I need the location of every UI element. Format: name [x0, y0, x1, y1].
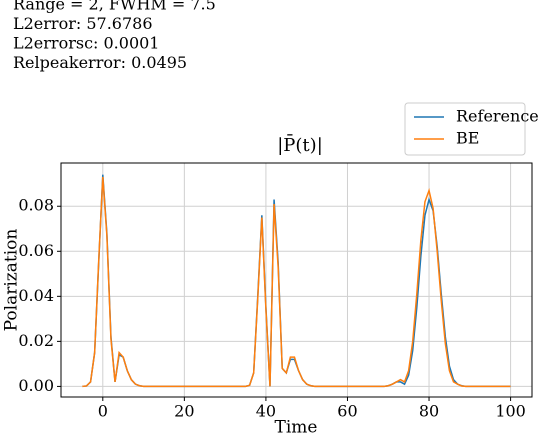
x-tick-label: 0 [98, 402, 108, 421]
x-tick-label: 100 [495, 402, 526, 421]
x-axis-label: Time [275, 418, 318, 438]
x-tick-label: 80 [419, 402, 439, 421]
legend-label: BE [456, 129, 479, 148]
x-tick-label: 20 [174, 402, 194, 421]
y-tick-label: 0.04 [18, 286, 54, 305]
plot-frame [60, 162, 533, 398]
annotation: Range = 2, FWHM = 7.5 [13, 0, 216, 14]
annotation: L2errorsc: 0.0001 [13, 34, 159, 53]
y-tick-label: 0.00 [18, 376, 54, 395]
chart-title: |P̄(t)| [277, 133, 323, 156]
y-tick-label: 0.08 [18, 196, 54, 215]
x-tick-label: 40 [256, 402, 276, 421]
annotation: Relpeakerror: 0.0495 [13, 53, 187, 72]
series-line [82, 176, 511, 388]
y-axis-label: Polarization [2, 229, 22, 332]
annotation: L2error: 57.6786 [13, 14, 153, 33]
y-tick-label: 0.02 [18, 331, 54, 350]
legend-label: Reference [456, 107, 538, 126]
y-tick-label: 0.06 [18, 241, 54, 260]
legend-box [404, 102, 526, 156]
x-tick-label: 60 [337, 402, 357, 421]
